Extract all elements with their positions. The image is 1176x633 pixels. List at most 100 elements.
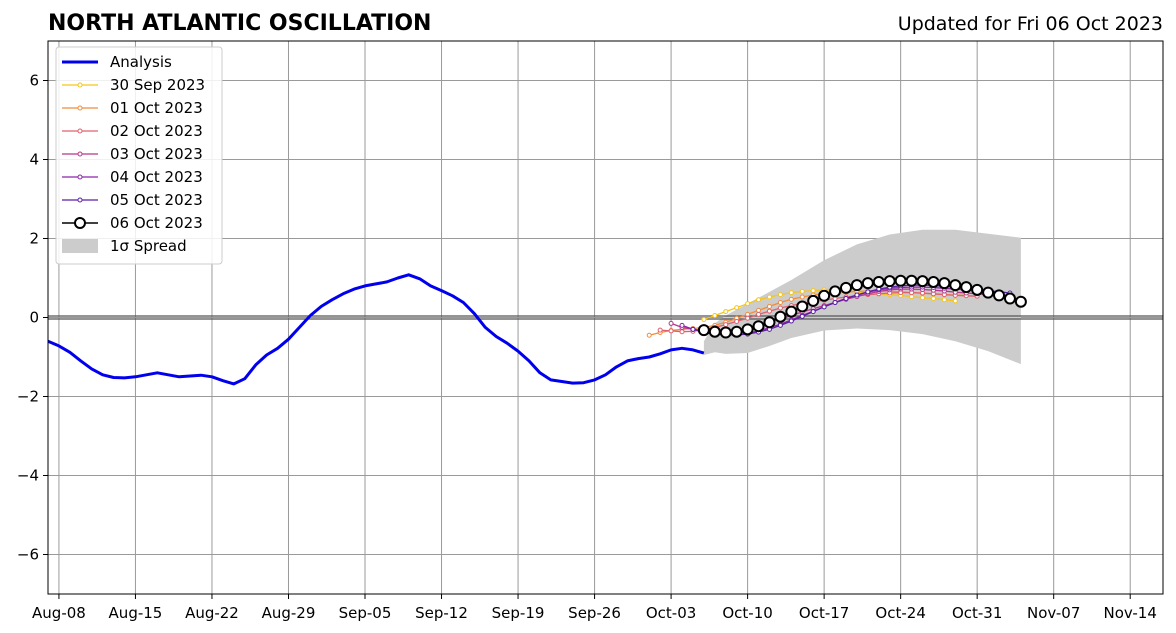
forecast-point [952, 298, 958, 304]
legend-label: 1σ Spread [110, 237, 187, 255]
forecast-point [690, 326, 696, 332]
legend-label: 01 Oct 2023 [110, 99, 203, 117]
forecast-point [971, 283, 984, 296]
forecast-point [734, 305, 740, 311]
forecast-point [719, 326, 732, 339]
forecast-point [799, 288, 805, 294]
forecast-point [766, 294, 772, 300]
x-tick-label: Aug-15 [109, 604, 163, 622]
legend-label: 06 Oct 2023 [110, 214, 203, 232]
x-tick-label: Sep-12 [415, 604, 468, 622]
forecast-point [777, 299, 783, 305]
forecast-point [927, 275, 940, 288]
forecast-point [646, 332, 652, 338]
legend-label: 04 Oct 2023 [110, 168, 203, 186]
forecast-point [697, 324, 710, 337]
forecast-point [960, 281, 973, 294]
forecast-point [708, 325, 721, 338]
forecast-point [1003, 292, 1016, 305]
x-tick-label: Aug-08 [32, 604, 86, 622]
legend-entry: 04 Oct 2023 [62, 168, 203, 186]
forecast-point [745, 315, 751, 321]
forecast-point [657, 327, 663, 333]
forecast-point [763, 316, 776, 329]
forecast-point [909, 294, 915, 300]
x-tick-label: Aug-22 [185, 604, 239, 622]
legend-marker [77, 82, 83, 88]
forecast-point [993, 289, 1006, 302]
forecast-point [777, 305, 783, 311]
forecast-point [734, 318, 740, 324]
forecast-point [930, 296, 936, 302]
y-tick-label: 6 [29, 72, 39, 90]
legend-entry: 01 Oct 2023 [62, 99, 203, 117]
forecast-point [679, 329, 685, 335]
forecast-point [756, 307, 762, 313]
legend: Analysis 30 Sep 2023 01 Oct 2023 02 Oct 202… [55, 46, 223, 265]
forecast-point [766, 308, 772, 314]
x-tick-label: Aug-29 [262, 604, 316, 622]
forecast-point [949, 279, 962, 292]
forecast-point [712, 313, 718, 319]
legend-label: 30 Sep 2023 [110, 76, 205, 94]
analysis-line [47, 273, 705, 386]
forecast-point [854, 292, 860, 298]
forecast-point [788, 296, 794, 302]
legend-entry: Analysis [62, 53, 172, 71]
forecast-point [829, 285, 842, 298]
forecast-point [832, 299, 838, 305]
forecast-point [941, 297, 947, 303]
forecast-point [839, 281, 852, 294]
forecast-point [741, 323, 754, 336]
y-tick-label: 0 [29, 309, 39, 327]
forecast-point [777, 292, 783, 298]
chart-title: NORTH ATLANTIC OSCILLATION [48, 11, 431, 36]
forecast-point [756, 297, 762, 303]
forecast-point [799, 313, 805, 319]
forecast-point [938, 277, 951, 290]
legend-marker [77, 128, 83, 134]
legend-label: 05 Oct 2023 [110, 191, 203, 209]
forecast-point [723, 322, 729, 328]
forecast-point [766, 303, 772, 309]
chart-subtitle: Updated for Fri 06 Oct 2023 [898, 13, 1163, 35]
forecast-point [861, 277, 874, 290]
y-tick-label: 2 [29, 230, 39, 248]
forecast-point [799, 294, 805, 300]
forecast-point [788, 290, 794, 296]
x-tick-label: Sep-26 [568, 604, 621, 622]
legend-marker [77, 105, 83, 111]
forecast-point [807, 294, 820, 307]
forecast-point [785, 305, 798, 318]
x-tick-label: Oct-10 [722, 604, 772, 622]
spread-band [703, 229, 1021, 365]
legend-box [55, 46, 223, 265]
forecast-point [730, 325, 743, 338]
legend-entry: 03 Oct 2023 [62, 145, 203, 163]
legend-entry: 30 Sep 2023 [62, 76, 205, 94]
forecast-point [843, 296, 849, 302]
forecast-point [810, 288, 816, 294]
series-7 [697, 274, 1027, 339]
legend-label: 03 Oct 2023 [110, 145, 203, 163]
y-tick-label: −2 [17, 388, 39, 406]
y-tick-label: 4 [29, 151, 39, 169]
legend-marker [77, 174, 83, 180]
x-tick-label: Oct-31 [952, 604, 1002, 622]
forecast-point [865, 289, 871, 295]
forecast-point [905, 274, 918, 287]
forecast-point [756, 311, 762, 317]
forecast-point [894, 274, 907, 287]
forecast-point [745, 301, 751, 307]
series-0 [47, 273, 705, 386]
forecast-point [1014, 295, 1027, 308]
y-tick-label: −6 [17, 546, 39, 564]
x-tick-label: Oct-17 [799, 604, 849, 622]
legend-entry: 1σ Spread [62, 237, 187, 255]
legend-label: 02 Oct 2023 [110, 122, 203, 140]
x-axis-ticks: Aug-08 Aug-15 Aug-22 Aug-29 Sep-05 Sep-12 Sep-… [32, 594, 1157, 622]
series-layer [47, 273, 1027, 386]
spread-layer [703, 229, 1021, 365]
forecast-point [872, 275, 885, 288]
forecast-point [788, 318, 794, 324]
